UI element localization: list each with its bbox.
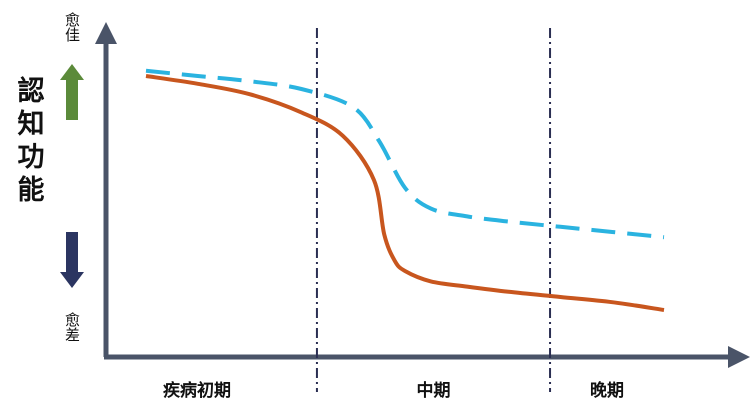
series-line-2-dashed [145, 68, 665, 240]
y-bottom-label: 愈差 [63, 312, 81, 342]
y-top-label: 愈佳 [63, 12, 81, 42]
y-axis-arrowhead [95, 22, 117, 44]
x-tick-label-2: 中期 [416, 380, 450, 401]
worse-arrow-icon [60, 232, 84, 288]
x-tick-label-1: 疾病初期 [163, 380, 231, 401]
y-axis-label: 認知功能 [13, 75, 45, 208]
series-line-1-solid [145, 74, 665, 312]
x-tick-label-3: 晚期 [590, 380, 624, 401]
better-arrow-icon [60, 64, 84, 120]
x-axis-arrowhead [728, 346, 750, 368]
